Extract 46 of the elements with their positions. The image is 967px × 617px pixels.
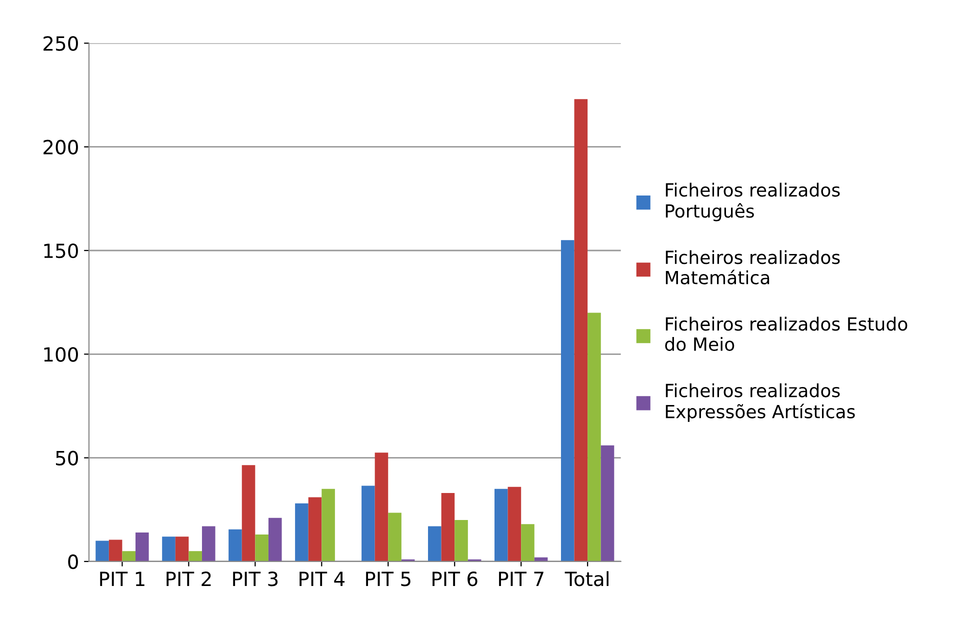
y-tick-label: 50: [56, 450, 78, 466]
bar: [96, 540, 109, 562]
x-tick-label: PIT 2: [166, 572, 211, 586]
bar: [508, 486, 522, 562]
legend-label: Ficheiros realizados Estudo do Meio: [665, 316, 908, 351]
y-tick-label: 150: [44, 243, 78, 258]
bar: [454, 520, 468, 562]
bar: [122, 551, 136, 562]
x-tick-label: PIT 4: [300, 572, 345, 586]
bar: [441, 493, 455, 562]
bar: [322, 488, 335, 562]
bar: [588, 312, 601, 562]
x-tick-label: PIT 1: [100, 572, 144, 586]
x-tick-label: PIT 6: [432, 572, 478, 586]
y-tick-label: 200: [44, 140, 78, 155]
x-tick-label: PIT 7: [499, 572, 544, 586]
legend-label: Ficheiros realizados Matemática: [666, 250, 840, 284]
bar: [374, 452, 388, 562]
bar: [494, 488, 508, 562]
bar: [136, 532, 149, 562]
bar: [242, 465, 256, 562]
bar: [308, 497, 322, 562]
bar: [202, 526, 216, 562]
bar: [560, 240, 574, 562]
bar: [268, 518, 282, 562]
bar: [228, 529, 242, 562]
x-tick-label: Total: [564, 571, 608, 586]
bar: [175, 536, 189, 562]
bar: [362, 486, 375, 562]
bar: [428, 526, 442, 562]
y-tick-label: 250: [44, 36, 78, 51]
x-tick-label: PIT 3: [233, 572, 278, 586]
bar: [574, 99, 588, 562]
y-tick-label: 0: [68, 554, 78, 570]
bar: [108, 540, 122, 562]
bar: [188, 551, 202, 562]
bar: [600, 445, 614, 562]
legend-label: Ficheiros realizados Expressões Artísticas: [666, 383, 855, 422]
bar: [388, 512, 402, 562]
y-tick-label: 100: [44, 347, 78, 362]
bar: [295, 503, 308, 562]
bar: [162, 536, 176, 562]
bar: [521, 524, 534, 562]
x-tick-label: PIT 5: [366, 572, 410, 586]
bar: [255, 534, 268, 562]
legend-label: Ficheiros realizados Português: [666, 182, 840, 222]
